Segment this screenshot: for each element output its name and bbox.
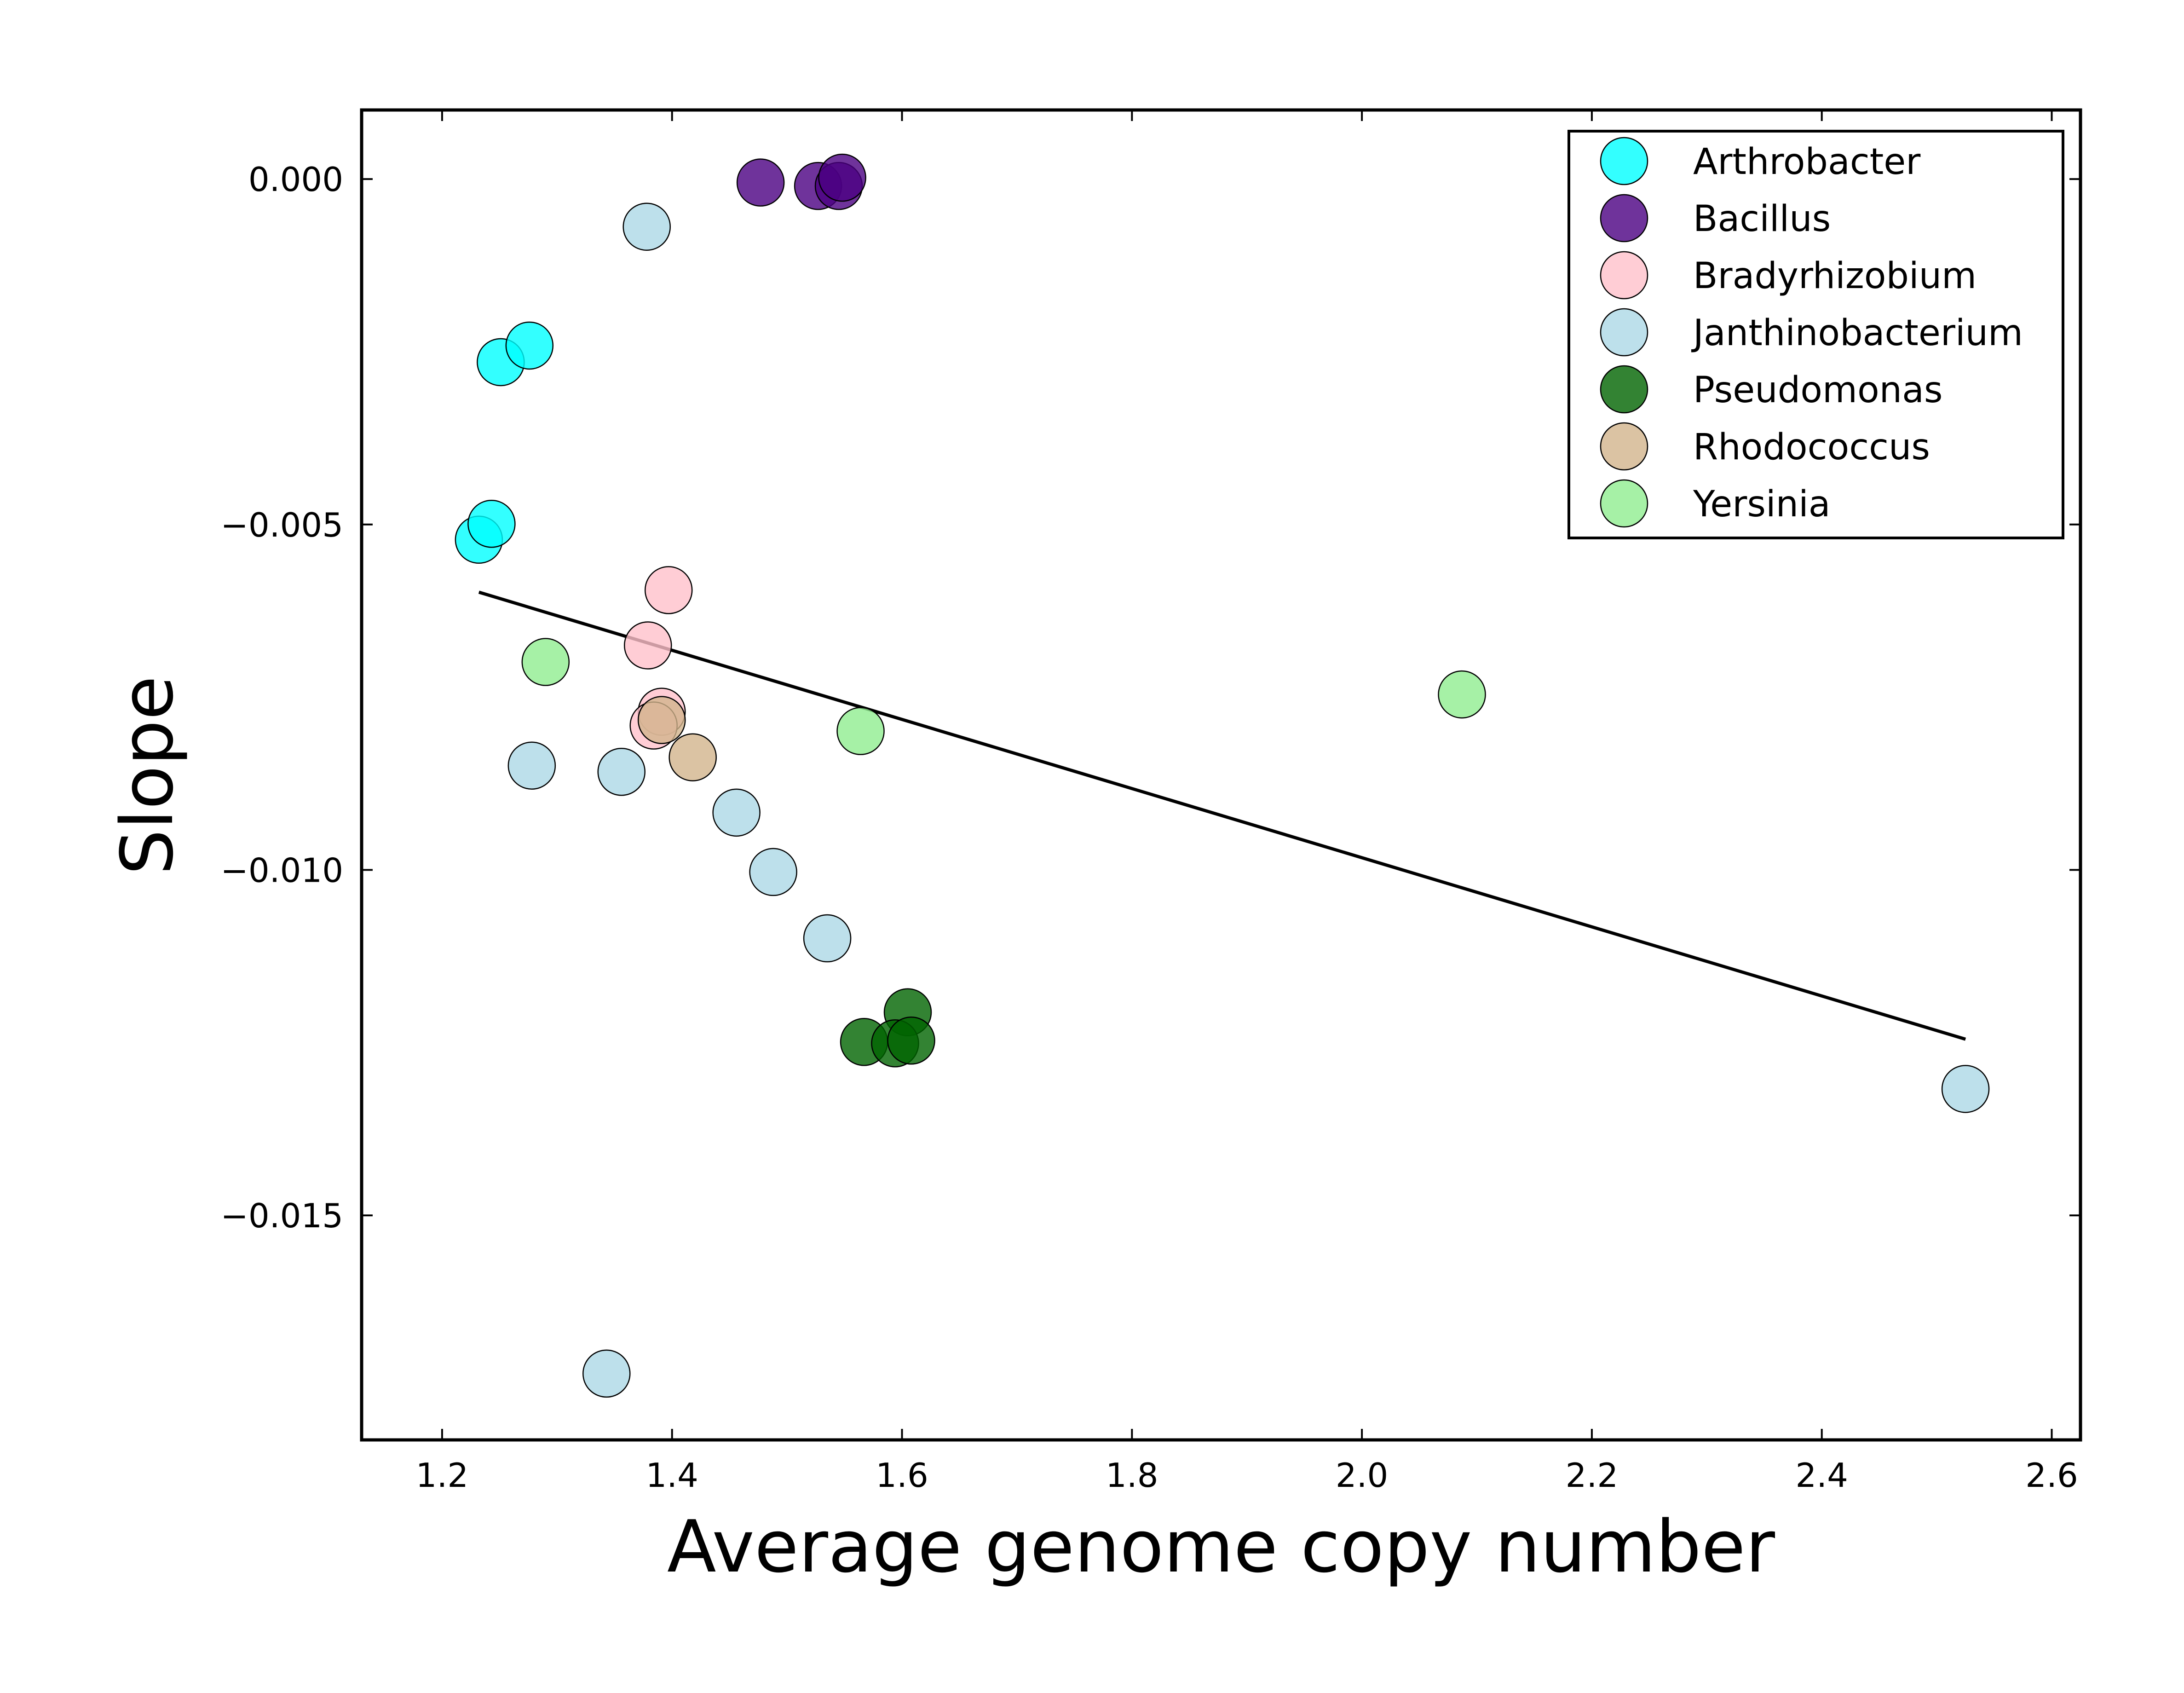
point-janthinobacterium xyxy=(597,747,646,796)
legend-label-yersinia: Yersinia xyxy=(1693,484,1831,525)
trendline-layer xyxy=(478,590,1966,1041)
legend-label-janthinobacterium: Janthinobacterium xyxy=(1691,312,2023,354)
legend-label-bacillus: Bacillus xyxy=(1693,198,1831,240)
legend-label-pseudomonas: Pseudomonas xyxy=(1693,370,1943,411)
legend-frame xyxy=(1567,130,2064,539)
legend-label-rhodococcus: Rhodococcus xyxy=(1693,427,1930,468)
y-tick-label: 0.000 xyxy=(248,160,343,199)
y-tick-label: −0.005 xyxy=(221,506,343,544)
ticks: 1.2 1.4 1.6 1.8 2.0 2.2 2.4 2.6 0.000 −0.005 −0.01… xyxy=(221,110,2080,1495)
legend-marker-janthinobacterium xyxy=(1600,308,1648,357)
point-bacillus xyxy=(736,158,785,207)
point-janthinobacterium xyxy=(803,914,852,963)
trend-line xyxy=(478,590,1966,1041)
y-tick-label: −0.015 xyxy=(221,1196,343,1235)
points-layer xyxy=(455,153,1990,1398)
x-tick-label: 1.6 xyxy=(876,1456,928,1495)
point-yersinia xyxy=(1438,670,1486,719)
legend: Arthrobacter Bacillus Bradyrhizobium Janthi… xyxy=(1567,130,2064,539)
y-axis-title: Slope xyxy=(105,676,189,875)
point-bacillus xyxy=(818,153,866,202)
legend-marker-rhodococcus xyxy=(1600,422,1648,471)
point-pseudomonas xyxy=(887,1016,935,1065)
x-tick-label: 2.6 xyxy=(2025,1456,2078,1495)
legend-marker-arthrobacter xyxy=(1600,137,1648,185)
point-bradyrhizobium xyxy=(644,566,693,614)
x-axis-title: Average genome copy number xyxy=(667,1505,1775,1589)
x-tick-label: 2.4 xyxy=(1795,1456,1848,1495)
point-janthinobacterium xyxy=(582,1349,631,1398)
y-tick-label: −0.010 xyxy=(221,851,343,890)
legend-label-bradyrhizobium: Bradyrhizobium xyxy=(1693,255,1977,297)
point-janthinobacterium xyxy=(622,202,671,251)
point-rhodococcus xyxy=(637,696,686,744)
point-yersinia xyxy=(836,707,885,755)
legend-label-arthrobacter: Arthrobacter xyxy=(1693,141,1921,183)
legend-marker-pseudomonas xyxy=(1600,365,1648,414)
point-arthrobacter xyxy=(467,500,516,548)
legend-marker-bradyrhizobium xyxy=(1600,251,1648,300)
legend-marker-yersinia xyxy=(1600,479,1648,528)
point-janthinobacterium xyxy=(712,788,761,837)
x-tick-label: 1.4 xyxy=(645,1456,698,1495)
x-tick-label: 2.2 xyxy=(1566,1456,1619,1495)
point-janthinobacterium xyxy=(507,741,556,790)
point-yersinia xyxy=(521,638,570,686)
legend-marker-bacillus xyxy=(1600,194,1648,243)
x-tick-label: 2.0 xyxy=(1336,1456,1389,1495)
point-rhodococcus xyxy=(668,733,717,781)
point-arthrobacter xyxy=(505,321,554,370)
point-bradyrhizobium xyxy=(624,621,672,670)
x-tick-label: 1.2 xyxy=(416,1456,469,1495)
point-janthinobacterium xyxy=(1941,1065,1990,1113)
x-tick-label: 1.8 xyxy=(1106,1456,1158,1495)
plot-frame xyxy=(360,108,2082,1442)
point-janthinobacterium xyxy=(749,848,797,896)
